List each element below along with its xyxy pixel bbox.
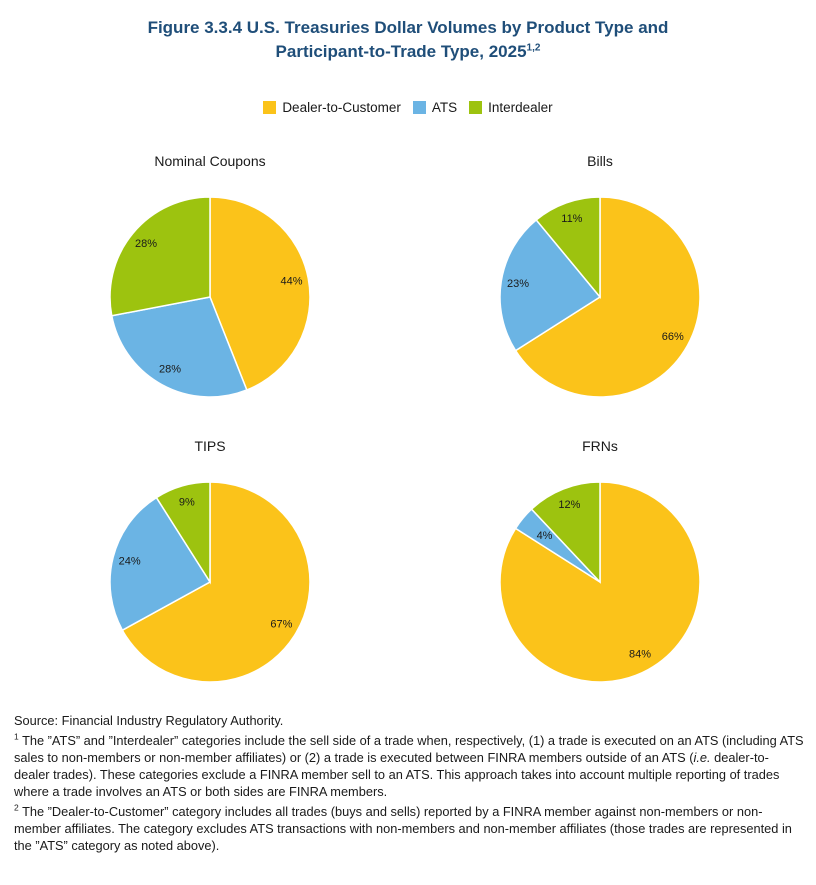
- pie-label-bills-ats: 23%: [507, 278, 529, 290]
- pie-title-nominal-coupons: Nominal Coupons: [154, 153, 266, 169]
- pie-slice-tips-ats: [109, 496, 212, 632]
- pie-title-bills: Bills: [587, 153, 613, 169]
- footnote-1-text-b: dealer-to-dealer trades). These categori…: [14, 750, 780, 799]
- legend-swatch-ats: [412, 101, 426, 114]
- legend-swatch-dealer-to-customer: [263, 101, 277, 114]
- chart-title-line2-text: Participant-to-Trade Type, 2025: [275, 42, 527, 61]
- footnote-1: 1 The ”ATS” and ”Interdealer” categories…: [14, 732, 804, 800]
- pie-title-tips: TIPS: [194, 438, 226, 454]
- legend-label-ats: ATS: [431, 100, 458, 115]
- source-note: Source: Financial Industry Regulatory Au…: [14, 713, 284, 728]
- pie-label-nominal-coupons-dealer-to-customer: 44%: [281, 275, 303, 287]
- pie-slice-nominal-coupons-interdealer: [109, 196, 211, 317]
- pie-slice-tips-interdealer: [155, 481, 211, 585]
- pie-chart-tips: 67% 24% 9%: [109, 481, 311, 683]
- legend-label-interdealer: Interdealer: [488, 100, 553, 115]
- pie-label-frns-ats: 4%: [537, 530, 553, 542]
- footnote-1-mark: 1: [14, 731, 19, 742]
- legend-item-interdealer: Interdealer: [469, 100, 553, 115]
- legend-item-ats: ATS: [412, 100, 458, 115]
- chart-title: Figure 3.3.4 U.S. Treasuries Dollar Volu…: [0, 16, 816, 64]
- legend-swatch-interdealer: [469, 101, 483, 114]
- pie-slice-nominal-coupons-ats: [110, 296, 248, 398]
- pie-label-nominal-coupons-ats: 28%: [159, 364, 181, 376]
- pie-title-frns: FRNs: [582, 438, 618, 454]
- pie-slice-tips-dealer-to-customer: [121, 481, 311, 683]
- legend-label-dealer-to-customer: Dealer-to-Customer: [282, 100, 401, 115]
- pie-label-frns-interdealer: 12%: [558, 499, 580, 511]
- footnote-2-text: The ”Dealer-to-Customer” category includ…: [14, 804, 792, 853]
- pie-slice-frns-interdealer: [530, 481, 601, 584]
- chart-title-line1: Figure 3.3.4 U.S. Treasuries Dollar Volu…: [147, 18, 669, 37]
- footnote-1-text-a: The ”ATS” and ”Interdealer” categories i…: [14, 733, 804, 765]
- footnote-1-ie: i.e.: [693, 750, 711, 765]
- pie-slice-bills-ats: [499, 218, 602, 352]
- pie-label-bills-dealer-to-customer: 66%: [662, 331, 684, 343]
- pie-chart-bills: 66% 23% 11%: [499, 196, 701, 398]
- pie-label-tips-interdealer: 9%: [179, 496, 195, 508]
- pie-slice-nominal-coupons-dealer-to-customer: [209, 196, 311, 391]
- pie-label-tips-ats: 24%: [119, 555, 141, 567]
- pie-label-bills-interdealer: 11%: [561, 213, 582, 225]
- title-footnote-marks: 1,2: [526, 42, 541, 54]
- pie-chart-nominal-coupons: 44% 28% 28%: [109, 196, 311, 398]
- footnote-2-mark: 2: [14, 802, 19, 813]
- pie-slice-bills-interdealer: [535, 196, 601, 300]
- legend: Dealer-to-Customer ATS Interdealer: [0, 100, 816, 115]
- pie-slice-bills-dealer-to-customer: [514, 196, 701, 398]
- pie-label-frns-dealer-to-customer: 84%: [629, 649, 651, 661]
- pie-label-nominal-coupons-interdealer: 28%: [135, 238, 157, 250]
- legend-item-dealer-to-customer: Dealer-to-Customer: [263, 100, 401, 115]
- pie-chart-frns: 84% 4% 12%: [499, 481, 701, 683]
- chart-title-line2: Participant-to-Trade Type, 20251,2: [0, 40, 816, 64]
- pie-label-tips-dealer-to-customer: 67%: [270, 618, 292, 630]
- footnote-2: 2 The ”Dealer-to-Customer” category incl…: [14, 803, 804, 854]
- footnotes: Source: Financial Industry Regulatory Au…: [14, 712, 804, 857]
